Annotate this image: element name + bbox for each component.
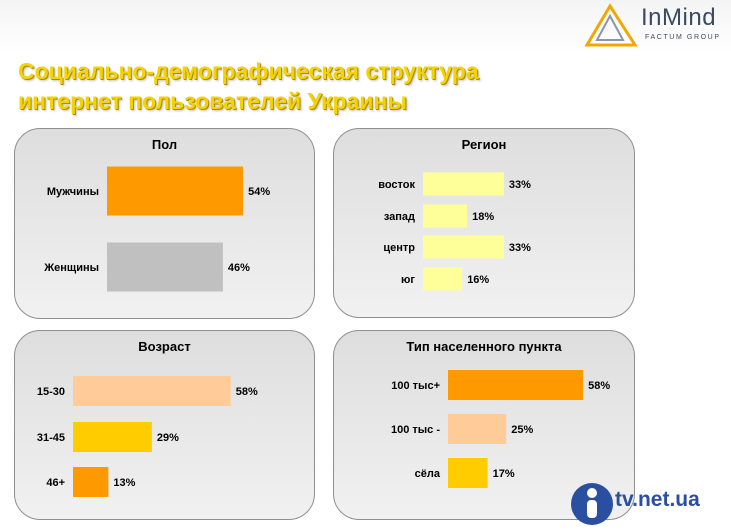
gender-chart: Мужчины 54% Женщины 46% bbox=[43, 166, 270, 292]
category-label: восток bbox=[378, 179, 415, 191]
inmind-logo: InMind FACTUM GROUP bbox=[583, 2, 729, 48]
watermark: tv.net.ua bbox=[568, 480, 728, 526]
triangle-logo-icon bbox=[584, 3, 638, 47]
bar-3 bbox=[423, 267, 463, 291]
bar-1 bbox=[448, 414, 507, 444]
data-label: 13% bbox=[113, 477, 135, 489]
category-label: Женщины bbox=[43, 262, 99, 274]
category-label: Мужчины bbox=[47, 186, 99, 198]
data-label: 58% bbox=[236, 386, 258, 398]
panel-title: Пол bbox=[151, 137, 178, 152]
panel-title: Тип населенного пункта bbox=[406, 339, 562, 354]
panel-region: Регион восток 33% запад 18% центр 33% юг 16% bbox=[333, 128, 635, 318]
region-chart: восток 33% запад 18% центр 33% юг 16% bbox=[378, 172, 531, 291]
panel-title: Возраст bbox=[138, 339, 191, 354]
logo-subtitle: FACTUM GROUP bbox=[645, 34, 721, 41]
category-label: 46+ bbox=[46, 477, 65, 489]
panel-title: Регион bbox=[461, 137, 507, 152]
data-label: 33% bbox=[509, 242, 531, 254]
category-label: центр bbox=[383, 242, 415, 254]
category-label: сёла bbox=[415, 468, 441, 480]
panel-gender: Пол Мужчины 54% Женщины 46% bbox=[14, 128, 315, 319]
settlement-type-chart: 100 тыс+ 58% 100 тыс - 25% сёла 17% bbox=[391, 370, 610, 488]
category-label: 31-45 bbox=[37, 432, 65, 444]
bar-2 bbox=[448, 458, 488, 488]
data-label: 54% bbox=[248, 186, 270, 198]
category-label: запад bbox=[384, 211, 415, 223]
bar-1 bbox=[423, 204, 468, 228]
data-label: 58% bbox=[588, 380, 610, 392]
category-label: 15-30 bbox=[37, 386, 65, 398]
data-label: 33% bbox=[509, 179, 531, 191]
bar-0 bbox=[448, 370, 584, 400]
bar-1 bbox=[73, 422, 152, 452]
panel-age: Возраст 15-30 58% 31-45 29% 46+ 13% bbox=[14, 330, 315, 520]
bar-2 bbox=[73, 467, 109, 497]
category-label: юг bbox=[401, 274, 415, 286]
bar-0 bbox=[73, 376, 231, 406]
bar-1 bbox=[107, 242, 223, 292]
data-label: 25% bbox=[511, 424, 533, 436]
data-label: 29% bbox=[157, 432, 179, 444]
bar-0 bbox=[423, 172, 504, 196]
logo-name: InMind bbox=[641, 4, 717, 31]
data-label: 16% bbox=[467, 274, 489, 286]
data-label: 46% bbox=[228, 262, 250, 274]
category-label: 100 тыс+ bbox=[391, 380, 440, 392]
data-label: 17% bbox=[493, 468, 515, 480]
bar-0 bbox=[107, 166, 244, 216]
page-title: Социально-демографическая структура инте… bbox=[18, 58, 479, 114]
data-label: 18% bbox=[472, 211, 494, 223]
age-chart: 15-30 58% 31-45 29% 46+ 13% bbox=[37, 376, 258, 497]
category-label: 100 тыс - bbox=[391, 424, 440, 436]
watermark-text: tv.net.ua bbox=[615, 488, 700, 511]
bar-2 bbox=[423, 235, 504, 259]
tv-net-logo-icon bbox=[571, 483, 613, 525]
